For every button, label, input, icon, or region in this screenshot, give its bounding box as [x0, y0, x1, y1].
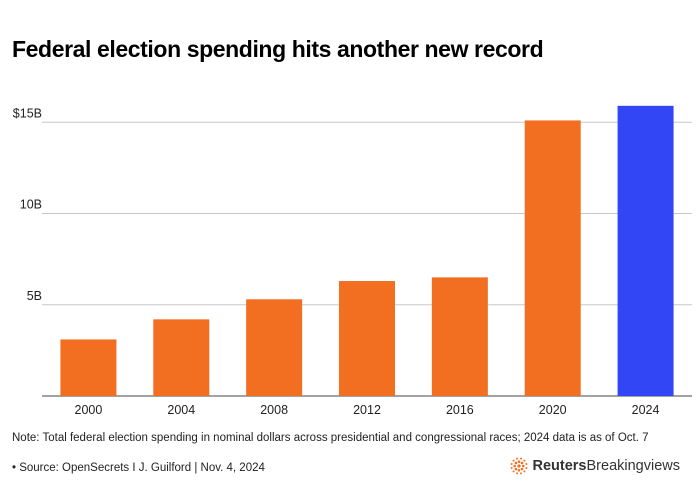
- x-axis-tick-labels: 2000 2004 2008 2012 2016 2020 2024: [75, 403, 660, 417]
- logo-dot: [519, 457, 522, 460]
- x-tick-label: 2008: [260, 403, 288, 417]
- x-tick-label: 2012: [353, 403, 381, 417]
- bars: [60, 105, 674, 397]
- logo-dot: [514, 467, 517, 471]
- logo-dot: [524, 463, 527, 466]
- bar-2000: [60, 339, 117, 396]
- brand-name-bold: Reuters: [532, 458, 587, 474]
- y-axis-tick-labels: 5B 10B $15B: [13, 106, 42, 303]
- chart-note: Note: Total federal election spending in…: [12, 432, 649, 444]
- chart-source: • Source: OpenSecrets I J. Guilford | No…: [12, 462, 265, 474]
- brand-logo: Reuters Breakingviews: [510, 457, 681, 475]
- logo-dot: [519, 472, 522, 475]
- logo-dot: [515, 472, 518, 475]
- logo-dot: [512, 459, 515, 462]
- logo-dot: [521, 464, 525, 468]
- x-tick-label: 2000: [75, 403, 103, 417]
- logo-dot: [524, 466, 527, 469]
- bar-chart: 5B 10B $15B 2000 2004 2008 2012 2016 2020 2024: [13, 105, 692, 417]
- y-tick-label: $15B: [13, 106, 42, 120]
- bar-2024: [617, 105, 674, 396]
- logo-dot: [514, 461, 517, 465]
- logo-dot: [522, 459, 525, 462]
- logo-dot: [520, 467, 523, 471]
- logo-dot: [510, 463, 513, 466]
- logo-dot: [516, 464, 521, 468]
- bar-2012: [339, 281, 395, 396]
- logo-dot: [512, 470, 515, 473]
- y-tick-label: 5B: [27, 289, 42, 303]
- logo-dot: [517, 469, 520, 472]
- logo-dot: [515, 457, 518, 460]
- x-tick-label: 2020: [539, 403, 567, 417]
- logo-dot: [522, 470, 525, 473]
- x-tick-label: 2004: [167, 403, 195, 417]
- reuters-dots-logo-icon: [510, 457, 527, 475]
- logo-dot: [512, 464, 516, 468]
- brand-name-regular: Breakingviews: [586, 458, 681, 474]
- bar-2020: [524, 120, 581, 397]
- chart-title: Federal election spending hits another n…: [12, 36, 544, 62]
- bar-2008: [246, 299, 303, 396]
- logo-dot: [517, 460, 520, 463]
- bar-2016: [431, 277, 488, 396]
- x-tick-label: 2024: [632, 403, 660, 417]
- logo-dot: [510, 466, 513, 469]
- x-tick-label: 2016: [446, 403, 474, 417]
- logo-dot: [520, 461, 523, 465]
- bar-2004: [153, 319, 210, 396]
- y-tick-label: 10B: [20, 198, 42, 212]
